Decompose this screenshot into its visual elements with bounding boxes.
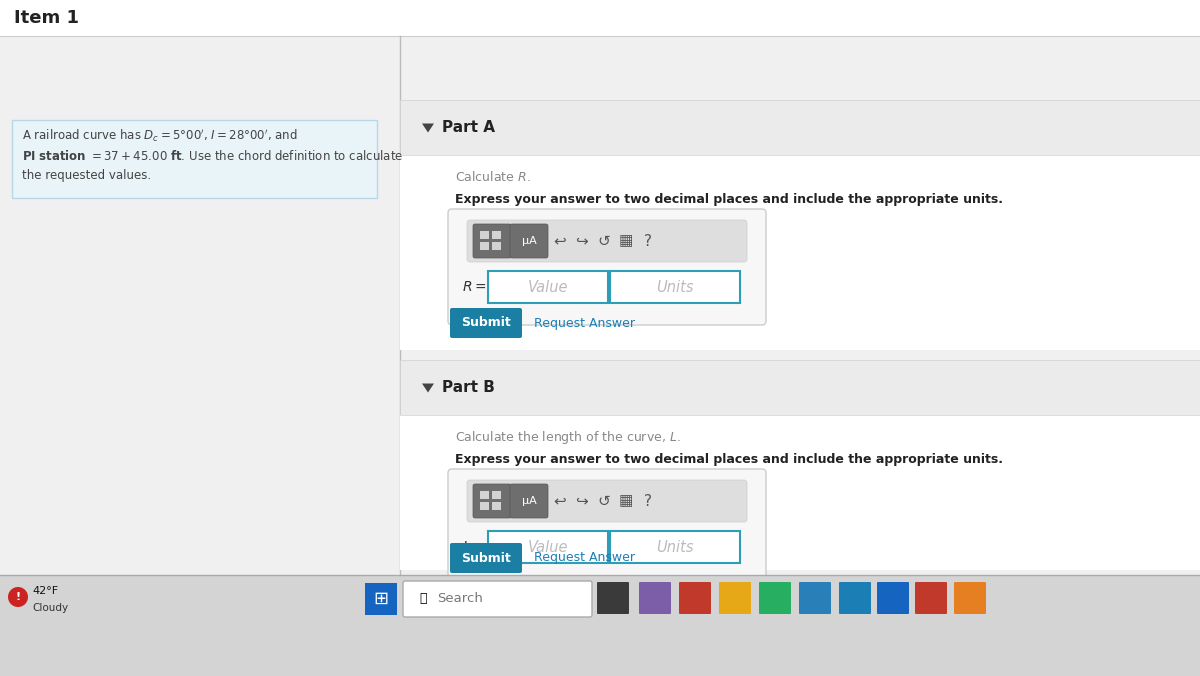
FancyBboxPatch shape bbox=[488, 531, 608, 563]
FancyBboxPatch shape bbox=[480, 502, 490, 510]
Text: Part B: Part B bbox=[442, 380, 494, 395]
FancyBboxPatch shape bbox=[916, 582, 947, 614]
FancyBboxPatch shape bbox=[400, 360, 1200, 415]
Text: μA: μA bbox=[522, 496, 536, 506]
FancyBboxPatch shape bbox=[492, 502, 502, 510]
Circle shape bbox=[8, 587, 28, 607]
FancyBboxPatch shape bbox=[488, 271, 608, 303]
FancyBboxPatch shape bbox=[448, 469, 766, 585]
FancyBboxPatch shape bbox=[400, 415, 1200, 570]
FancyBboxPatch shape bbox=[450, 308, 522, 338]
FancyBboxPatch shape bbox=[640, 582, 671, 614]
Text: Express your answer to two decimal places and include the appropriate units.: Express your answer to two decimal place… bbox=[455, 452, 1003, 466]
Text: Express your answer to two decimal places and include the appropriate units.: Express your answer to two decimal place… bbox=[455, 193, 1003, 206]
FancyBboxPatch shape bbox=[492, 231, 502, 239]
FancyBboxPatch shape bbox=[0, 0, 1200, 36]
FancyBboxPatch shape bbox=[12, 120, 377, 198]
FancyBboxPatch shape bbox=[610, 271, 740, 303]
FancyBboxPatch shape bbox=[598, 582, 629, 614]
FancyBboxPatch shape bbox=[719, 582, 751, 614]
Text: ▦: ▦ bbox=[619, 493, 634, 508]
Text: ↩: ↩ bbox=[553, 493, 566, 508]
Text: 🔍: 🔍 bbox=[419, 592, 426, 606]
FancyBboxPatch shape bbox=[480, 491, 490, 499]
Text: ↺: ↺ bbox=[598, 233, 611, 249]
Text: Value: Value bbox=[528, 279, 569, 295]
FancyBboxPatch shape bbox=[473, 224, 511, 258]
FancyBboxPatch shape bbox=[467, 480, 746, 522]
FancyBboxPatch shape bbox=[400, 100, 1200, 155]
Text: Cloudy: Cloudy bbox=[32, 603, 68, 613]
Text: Calculate the length of the curve, $L$.: Calculate the length of the curve, $L$. bbox=[455, 429, 680, 445]
Text: Units: Units bbox=[656, 279, 694, 295]
Text: ?: ? bbox=[644, 493, 652, 508]
Text: $\mathbf{PI}$ $\mathbf{station}$ $= 37 + 45.00$ $\mathbf{ft}$. Use the chord def: $\mathbf{PI}$ $\mathbf{station}$ $= 37 +… bbox=[22, 149, 403, 163]
FancyBboxPatch shape bbox=[877, 582, 910, 614]
Text: ⊞: ⊞ bbox=[373, 590, 389, 608]
FancyBboxPatch shape bbox=[467, 220, 746, 262]
Text: Value: Value bbox=[528, 539, 569, 554]
Text: $R =$: $R =$ bbox=[462, 280, 486, 294]
Text: Part A: Part A bbox=[442, 120, 496, 135]
Text: Submit: Submit bbox=[461, 552, 511, 564]
FancyBboxPatch shape bbox=[450, 543, 522, 573]
FancyBboxPatch shape bbox=[760, 582, 791, 614]
Text: $L =$: $L =$ bbox=[462, 540, 485, 554]
Text: Item 1: Item 1 bbox=[14, 9, 79, 27]
FancyBboxPatch shape bbox=[448, 209, 766, 325]
Text: ?: ? bbox=[644, 233, 652, 249]
Text: 42°F: 42°F bbox=[32, 586, 58, 596]
Text: Request Answer: Request Answer bbox=[534, 552, 635, 564]
FancyBboxPatch shape bbox=[365, 583, 397, 615]
FancyBboxPatch shape bbox=[610, 531, 740, 563]
FancyBboxPatch shape bbox=[799, 582, 830, 614]
FancyBboxPatch shape bbox=[492, 242, 502, 250]
Text: !: ! bbox=[16, 592, 20, 602]
FancyBboxPatch shape bbox=[480, 242, 490, 250]
FancyBboxPatch shape bbox=[954, 582, 986, 614]
Text: the requested values.: the requested values. bbox=[22, 170, 151, 183]
Text: Calculate $R$.: Calculate $R$. bbox=[455, 170, 530, 184]
Text: ↺: ↺ bbox=[598, 493, 611, 508]
Text: Search: Search bbox=[437, 592, 482, 606]
FancyBboxPatch shape bbox=[480, 231, 490, 239]
Text: Submit: Submit bbox=[461, 316, 511, 329]
Text: ↪: ↪ bbox=[576, 233, 588, 249]
Text: Request Answer: Request Answer bbox=[534, 316, 635, 329]
FancyBboxPatch shape bbox=[400, 155, 1200, 350]
Text: ↪: ↪ bbox=[576, 493, 588, 508]
Text: ▦: ▦ bbox=[619, 233, 634, 249]
Polygon shape bbox=[422, 124, 434, 132]
Text: Units: Units bbox=[656, 539, 694, 554]
FancyBboxPatch shape bbox=[0, 36, 400, 676]
FancyBboxPatch shape bbox=[839, 582, 871, 614]
FancyBboxPatch shape bbox=[510, 484, 548, 518]
Text: A railroad curve has $D_c = 5°00'$, $I = 28°00'$, and: A railroad curve has $D_c = 5°00'$, $I =… bbox=[22, 128, 298, 144]
FancyBboxPatch shape bbox=[679, 582, 710, 614]
Text: ↩: ↩ bbox=[553, 233, 566, 249]
Text: μA: μA bbox=[522, 236, 536, 246]
FancyBboxPatch shape bbox=[492, 491, 502, 499]
Polygon shape bbox=[422, 383, 434, 393]
FancyBboxPatch shape bbox=[0, 575, 1200, 676]
FancyBboxPatch shape bbox=[510, 224, 548, 258]
FancyBboxPatch shape bbox=[473, 484, 511, 518]
FancyBboxPatch shape bbox=[400, 36, 1200, 676]
FancyBboxPatch shape bbox=[403, 581, 592, 617]
